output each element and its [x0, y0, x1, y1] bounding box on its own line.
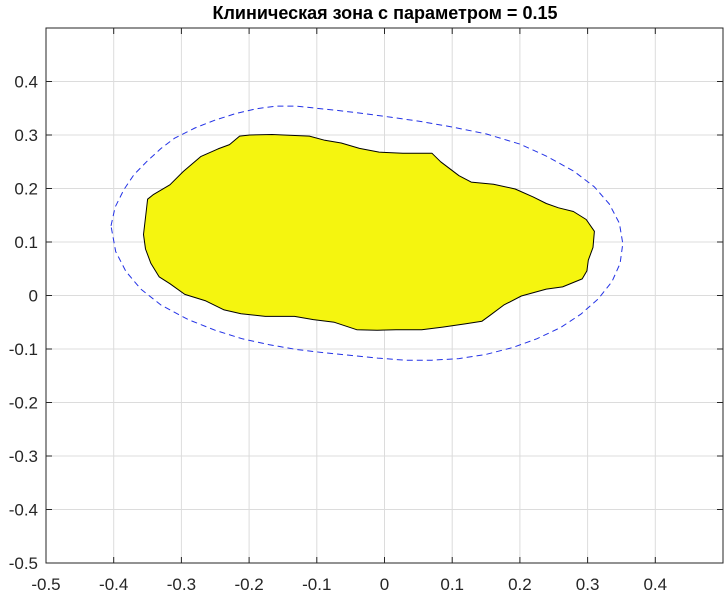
x-tick-label: -0.5 [31, 575, 60, 594]
y-tick-label: 0.1 [14, 233, 38, 252]
x-tick-label: 0.2 [508, 575, 532, 594]
x-tick-label: 0.3 [576, 575, 600, 594]
y-tick-label: -0.1 [9, 340, 38, 359]
chart-title: Клиническая зона с параметром = 0.15 [213, 3, 558, 23]
y-tick-label: 0 [29, 287, 38, 306]
y-tick-label: -0.5 [9, 554, 38, 573]
y-tick-label: -0.3 [9, 447, 38, 466]
zone-boundary-dashed [110, 105, 624, 361]
y-tick-label: -0.4 [9, 501, 38, 520]
x-tick-label: -0.3 [167, 575, 196, 594]
clinical-zone-region [143, 134, 595, 331]
series-layer [110, 105, 624, 361]
x-tick-label: 0.4 [643, 575, 667, 594]
x-tick-label: -0.4 [99, 575, 128, 594]
x-tick-label: -0.1 [302, 575, 331, 594]
tick-label-layer: -0.5 -0.4 -0.3 -0.2 -0.1 0 0.1 0.2 0.3 0.4 -0.5 -0.… [9, 73, 667, 595]
y-tick-label: 0.2 [14, 180, 38, 199]
x-tick-label: 0 [380, 575, 389, 594]
x-tick-label: 0.1 [440, 575, 464, 594]
y-tick-label: -0.2 [9, 394, 38, 413]
x-tick-label: -0.2 [234, 575, 263, 594]
axis-ticks-layer [45, 28, 723, 564]
y-tick-label: 0.4 [14, 73, 38, 92]
y-tick-label: 0.3 [14, 126, 38, 145]
